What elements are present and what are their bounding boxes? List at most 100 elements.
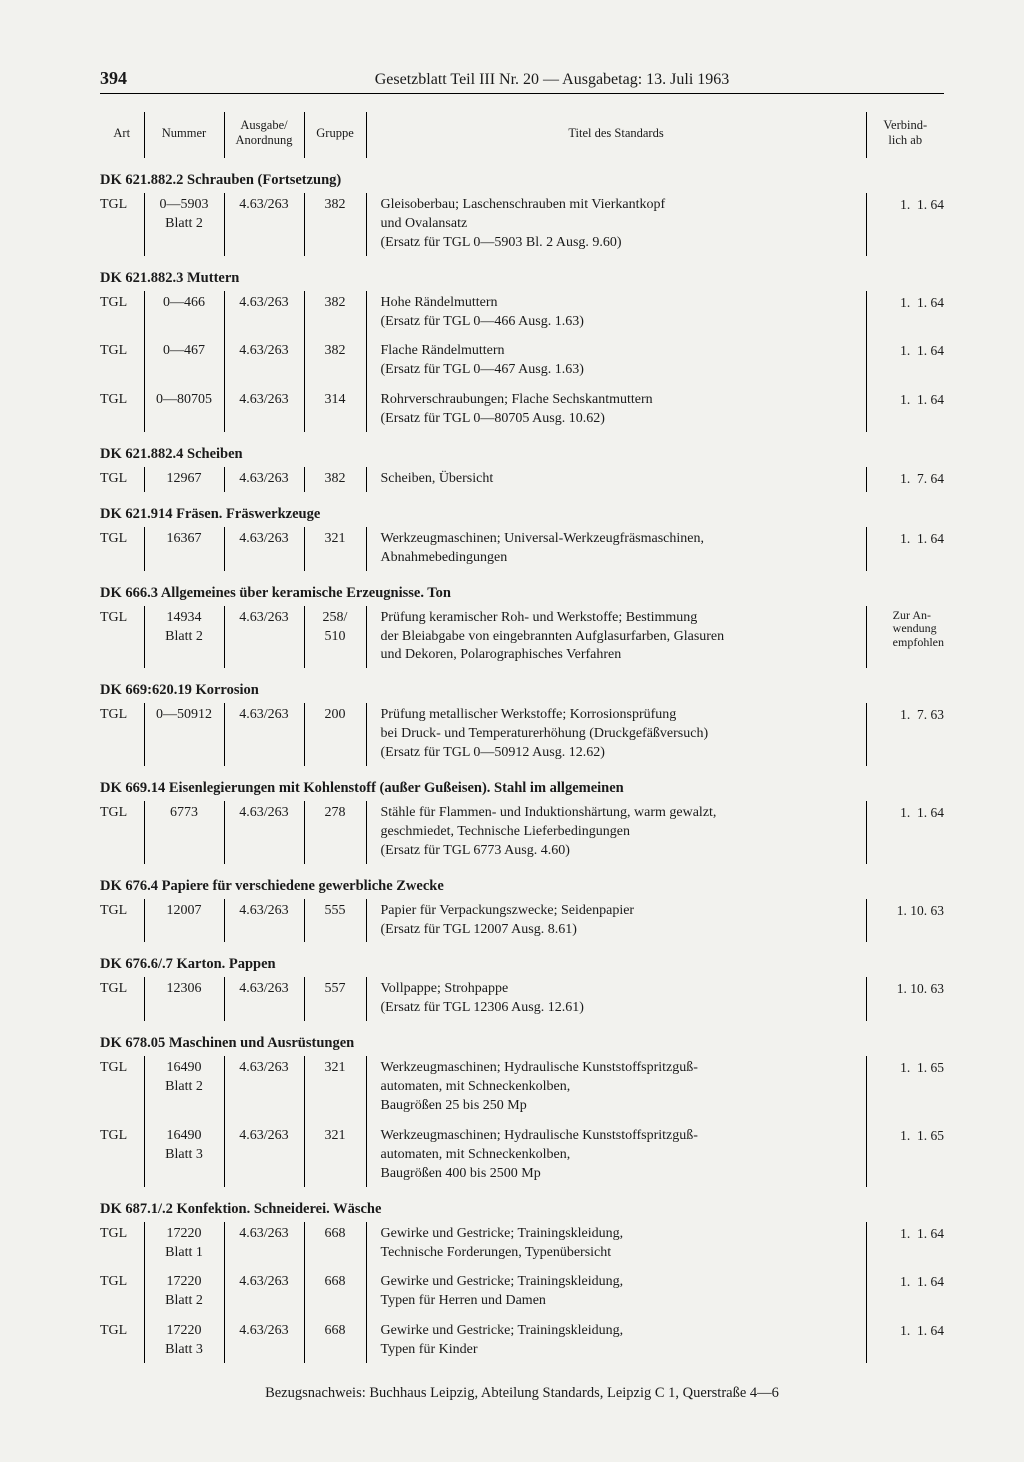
cell-art: TGL <box>100 899 144 943</box>
cell-titel: Gewirke und Gestricke; Trainingskleidung… <box>366 1314 866 1363</box>
cell-ausgabe: 4.63/263 <box>224 1314 304 1363</box>
section-heading: DK 666.3 Allgemeines über keramische Erz… <box>100 571 944 606</box>
cell-titel: Prüfung metallischer Werkstoffe; Korrosi… <box>366 703 866 766</box>
cell-nummer: 14934 Blatt 2 <box>144 606 224 669</box>
section-heading-row: DK 621.882.4 Scheiben <box>100 432 944 467</box>
cell-ausgabe: 4.63/263 <box>224 977 304 1021</box>
section-heading: DK 669:620.19 Korrosion <box>100 668 944 703</box>
table-row: TGL120074.63/263555Papier für Verpackung… <box>100 899 944 943</box>
cell-art: TGL <box>100 703 144 766</box>
section-heading-row: DK 621.882.3 Muttern <box>100 256 944 291</box>
cell-nummer: 16367 <box>144 527 224 571</box>
cell-art: TGL <box>100 1265 144 1314</box>
cell-ausgabe: 4.63/263 <box>224 193 304 256</box>
section-heading-row: DK 669.14 Eisenlegierungen mit Kohlensto… <box>100 766 944 801</box>
cell-nummer: 0—80705 <box>144 383 224 432</box>
table-row: TGL16490 Blatt 34.63/263321Werkzeugmasch… <box>100 1119 944 1187</box>
cell-titel: Gleisoberbau; Laschenschrauben mit Vierk… <box>366 193 866 256</box>
cell-verbindlich: 1. 10. 63 <box>866 977 944 1021</box>
cell-ausgabe: 4.63/263 <box>224 334 304 383</box>
table-row: TGL67734.63/263278Stähle für Flammen- un… <box>100 801 944 864</box>
cell-gruppe: 382 <box>304 193 366 256</box>
col-ausgabe-header: Ausgabe/ Anordnung <box>224 112 304 158</box>
cell-gruppe: 200 <box>304 703 366 766</box>
cell-titel: Werkzeugmaschinen; Hydraulische Kunststo… <box>366 1119 866 1187</box>
page-number: 394 <box>100 68 160 89</box>
section-heading: DK 621.882.4 Scheiben <box>100 432 944 467</box>
cell-art: TGL <box>100 977 144 1021</box>
cell-titel: Flache Rändelmuttern (Ersatz für TGL 0—4… <box>366 334 866 383</box>
section-heading: DK 621.914 Fräsen. Fräswerkzeuge <box>100 492 944 527</box>
cell-titel: Gewirke und Gestricke; Trainingskleidung… <box>366 1222 866 1266</box>
cell-verbindlich: 1. 7. 64 <box>866 467 944 492</box>
cell-titel: Werkzeugmaschinen; Universal-Werkzeugfrä… <box>366 527 866 571</box>
cell-art: TGL <box>100 193 144 256</box>
cell-nummer: 0—466 <box>144 291 224 335</box>
cell-titel: Prüfung keramischer Roh- und Werkstoffe;… <box>366 606 866 669</box>
cell-nummer: 12967 <box>144 467 224 492</box>
cell-art: TGL <box>100 1314 144 1363</box>
section-heading-row: DK 666.3 Allgemeines über keramische Erz… <box>100 571 944 606</box>
section-heading: DK 676.4 Papiere für verschiedene gewerb… <box>100 864 944 899</box>
cell-ausgabe: 4.63/263 <box>224 1222 304 1266</box>
section-heading-row: DK 669:620.19 Korrosion <box>100 668 944 703</box>
section-heading: DK 669.14 Eisenlegierungen mit Kohlensto… <box>100 766 944 801</box>
table-row: TGL129674.63/263382Scheiben, Übersicht1.… <box>100 467 944 492</box>
cell-ausgabe: 4.63/263 <box>224 467 304 492</box>
header-title: Gesetzblatt Teil III Nr. 20 — Ausgabetag… <box>160 71 944 89</box>
cell-nummer: 0—467 <box>144 334 224 383</box>
cell-ausgabe: 4.63/263 <box>224 801 304 864</box>
cell-titel: Rohrverschraubungen; Flache Sechskantmut… <box>366 383 866 432</box>
table-header-row: Art Nummer Ausgabe/ Anordnung Gruppe Tit… <box>100 112 944 158</box>
table-row: TGL0—4664.63/263382Hohe Rändelmuttern (E… <box>100 291 944 335</box>
cell-ausgabe: 4.63/263 <box>224 1056 304 1119</box>
footnote: Bezugsnachweis: Buchhaus Leipzig, Abteil… <box>100 1385 944 1402</box>
table-row: TGL16490 Blatt 24.63/263321Werkzeugmasch… <box>100 1056 944 1119</box>
cell-art: TGL <box>100 383 144 432</box>
cell-nummer: 0—50912 <box>144 703 224 766</box>
cell-art: TGL <box>100 334 144 383</box>
cell-titel: Gewirke und Gestricke; Trainingskleidung… <box>366 1265 866 1314</box>
section-heading: DK 678.05 Maschinen und Ausrüstungen <box>100 1021 944 1056</box>
col-nummer-header: Nummer <box>144 112 224 158</box>
cell-art: TGL <box>100 1222 144 1266</box>
cell-art: TGL <box>100 291 144 335</box>
cell-verbindlich: 1. 1. 64 <box>866 334 944 383</box>
cell-verbindlich: 1. 1. 64 <box>866 291 944 335</box>
section-heading-row: DK 687.1/.2 Konfektion. Schneiderei. Wäs… <box>100 1187 944 1222</box>
section-heading: DK 621.882.2 Schrauben (Fortsetzung) <box>100 158 944 193</box>
section-heading-row: DK 676.4 Papiere für verschiedene gewerb… <box>100 864 944 899</box>
cell-gruppe: 314 <box>304 383 366 432</box>
cell-art: TGL <box>100 801 144 864</box>
cell-nummer: 17220 Blatt 1 <box>144 1222 224 1266</box>
col-verbindlich-header: Verbind- lich ab <box>866 112 944 158</box>
cell-titel: Vollpappe; Strohpappe (Ersatz für TGL 12… <box>366 977 866 1021</box>
cell-gruppe: 258/ 510 <box>304 606 366 669</box>
cell-nummer: 6773 <box>144 801 224 864</box>
section-heading: DK 687.1/.2 Konfektion. Schneiderei. Wäs… <box>100 1187 944 1222</box>
cell-ausgabe: 4.63/263 <box>224 1265 304 1314</box>
cell-nummer: 0—5903 Blatt 2 <box>144 193 224 256</box>
cell-verbindlich: 1. 1. 64 <box>866 193 944 256</box>
col-art-header: Art <box>100 112 144 158</box>
cell-gruppe: 321 <box>304 1119 366 1187</box>
table-body: DK 621.882.2 Schrauben (Fortsetzung)TGL0… <box>100 158 944 1363</box>
cell-titel: Werkzeugmaschinen; Hydraulische Kunststo… <box>366 1056 866 1119</box>
cell-ausgabe: 4.63/263 <box>224 899 304 943</box>
cell-verbindlich: 1. 1. 64 <box>866 383 944 432</box>
cell-ausgabe: 4.63/263 <box>224 606 304 669</box>
cell-art: TGL <box>100 606 144 669</box>
cell-nummer: 17220 Blatt 2 <box>144 1265 224 1314</box>
table-row: TGL14934 Blatt 24.63/263258/ 510Prüfung … <box>100 606 944 669</box>
cell-ausgabe: 4.63/263 <box>224 703 304 766</box>
table-row: TGL0—807054.63/263314Rohrverschraubungen… <box>100 383 944 432</box>
table-row: TGL0—5903 Blatt 24.63/263382Gleisoberbau… <box>100 193 944 256</box>
cell-gruppe: 382 <box>304 334 366 383</box>
cell-gruppe: 382 <box>304 467 366 492</box>
cell-nummer: 16490 Blatt 3 <box>144 1119 224 1187</box>
page-header: 394 Gesetzblatt Teil III Nr. 20 — Ausgab… <box>100 68 944 94</box>
cell-verbindlich: 1. 1. 64 <box>866 1222 944 1266</box>
cell-nummer: 16490 Blatt 2 <box>144 1056 224 1119</box>
table-row: TGL0—509124.63/263200Prüfung metallische… <box>100 703 944 766</box>
table-row: TGL0—4674.63/263382Flache Rändelmuttern … <box>100 334 944 383</box>
